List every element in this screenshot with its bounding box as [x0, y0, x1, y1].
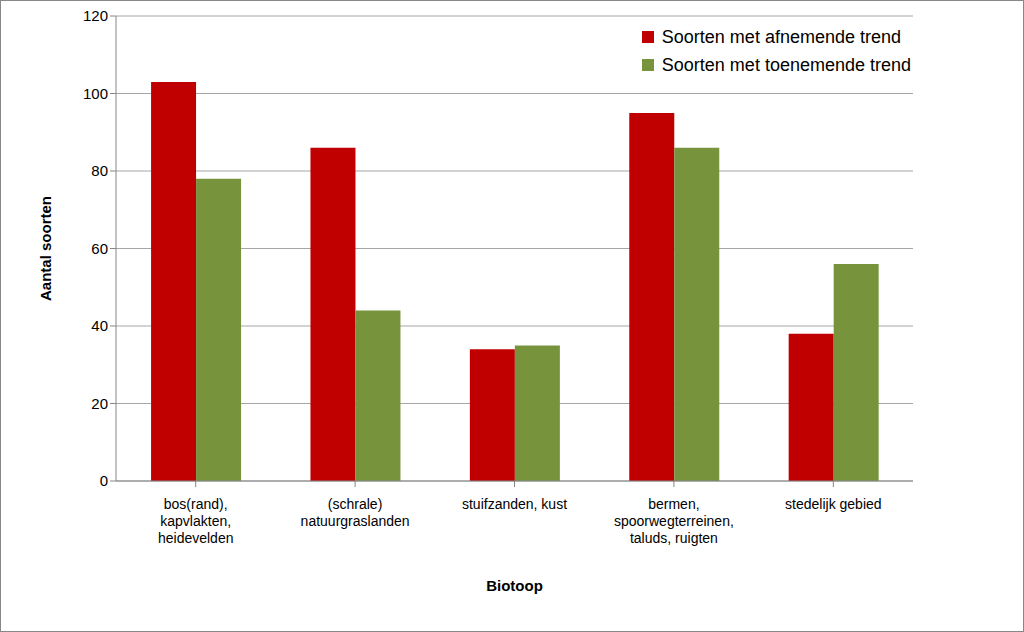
svg-text:(schrale)natuurgraslanden: (schrale)natuurgraslanden	[301, 496, 410, 529]
html-text:Soorten met toenemende trend: Soorten met toenemende trend	[661, 54, 911, 75]
svg-text:stedelijk gebied: stedelijk gebied	[785, 496, 882, 512]
html-text:Soorten met afnemende trend: Soorten met afnemende trend	[661, 26, 901, 47]
svg-text:bermen,spoorwegterreinen,talud: bermen,spoorwegterreinen,taluds, ruigten	[614, 496, 734, 546]
svg-text:40: 40	[91, 317, 108, 334]
svg-text:20: 20	[91, 395, 108, 412]
svg-text:Biotoop: Biotoop	[486, 577, 543, 594]
svg-text:Aantal soorten: Aantal soorten	[37, 196, 54, 301]
svg-text:60: 60	[91, 240, 108, 257]
svg-text:0: 0	[100, 472, 108, 489]
svg-text:100: 100	[83, 85, 108, 102]
svg-text:120: 120	[83, 7, 108, 24]
svg-text:80: 80	[91, 162, 108, 179]
svg-text:stuifzanden, kust: stuifzanden, kust	[462, 496, 567, 512]
svg-text:bos(rand),kapvlakten,heideveld: bos(rand),kapvlakten,heidevelden	[158, 496, 234, 546]
